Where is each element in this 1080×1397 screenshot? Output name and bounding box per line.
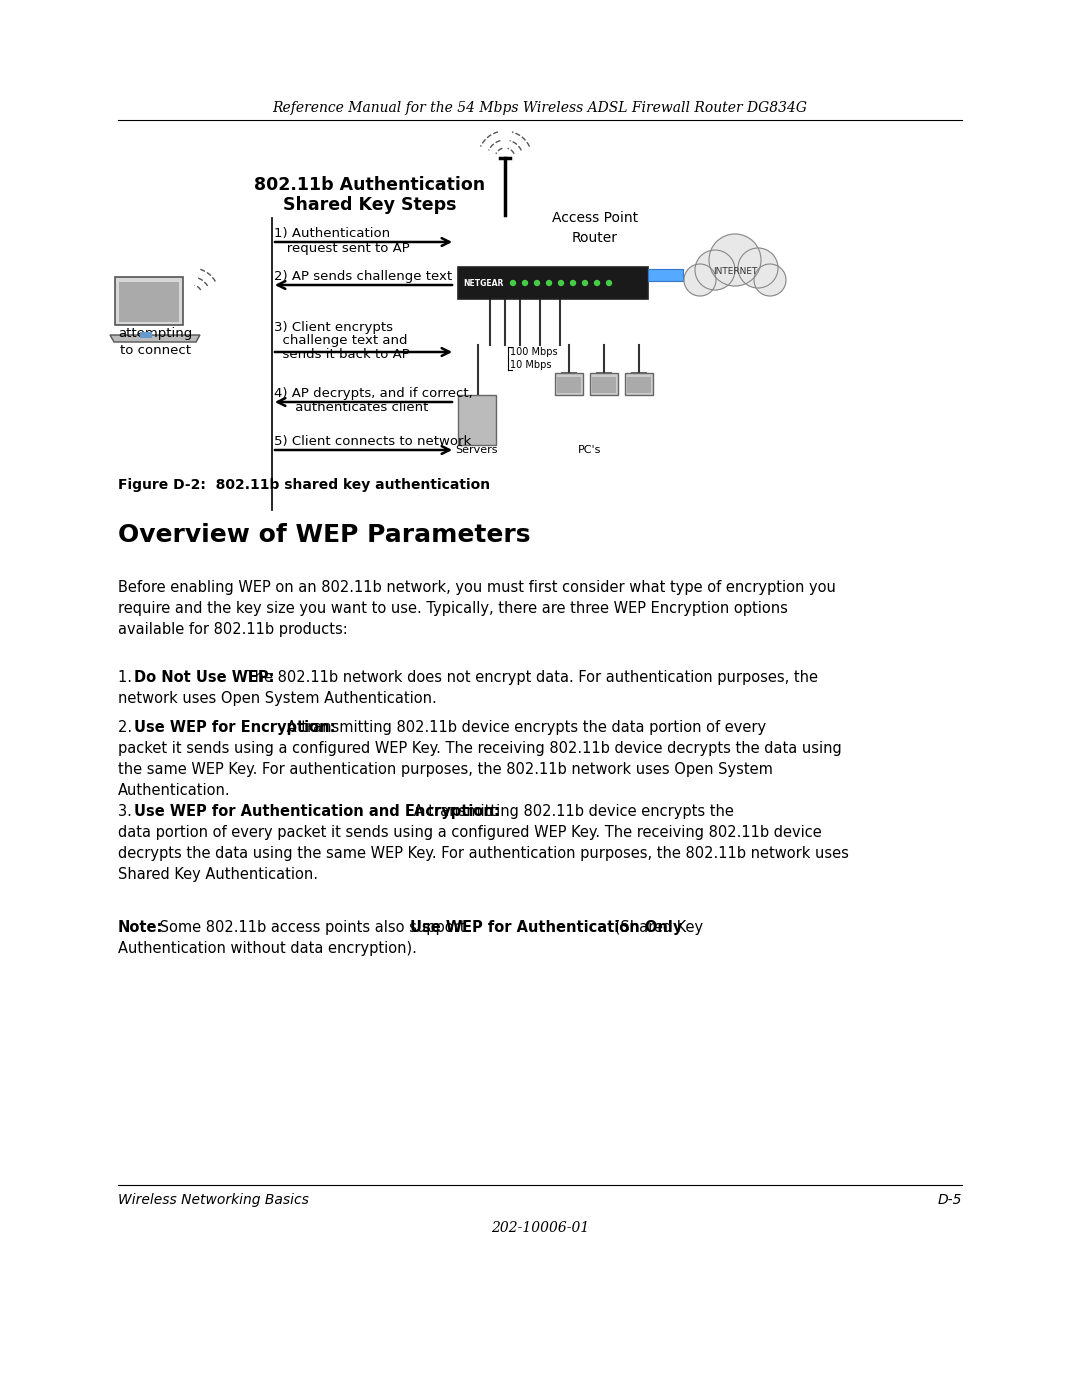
Text: network uses Open System Authentication.: network uses Open System Authentication. — [118, 692, 436, 705]
Text: the same WEP Key. For authentication purposes, the 802.11b network uses Open Sys: the same WEP Key. For authentication pur… — [118, 761, 773, 777]
Text: Client
attempting
to connect: Client attempting to connect — [118, 310, 192, 358]
Polygon shape — [110, 335, 200, 342]
Circle shape — [684, 264, 716, 296]
Text: D-5: D-5 — [937, 1193, 962, 1207]
Circle shape — [607, 281, 611, 285]
Text: Reference Manual for the 54 Mbps Wireless ADSL Firewall Router DG834G: Reference Manual for the 54 Mbps Wireles… — [272, 101, 808, 115]
Text: PC's: PC's — [578, 446, 602, 455]
Text: decrypts the data using the same WEP Key. For authentication purposes, the 802.1: decrypts the data using the same WEP Key… — [118, 847, 849, 861]
Text: Router: Router — [572, 231, 618, 244]
Text: data portion of every packet it sends using a configured WEP Key. The receiving : data portion of every packet it sends us… — [118, 826, 822, 840]
Bar — [458, 267, 648, 299]
Text: 802.11b Authentication: 802.11b Authentication — [255, 176, 486, 194]
Text: Before enabling WEP on an 802.11b network, you must first consider what type of : Before enabling WEP on an 802.11b networ… — [118, 580, 836, 595]
Text: Authentication.: Authentication. — [118, 782, 231, 798]
Text: Authentication without data encryption).: Authentication without data encryption). — [118, 942, 417, 956]
Bar — [627, 377, 651, 393]
Bar — [114, 277, 183, 326]
Text: request sent to AP: request sent to AP — [274, 242, 409, 256]
Text: Use WEP for Authentication Only: Use WEP for Authentication Only — [410, 921, 683, 935]
Text: 5) Client connects to network: 5) Client connects to network — [274, 434, 471, 448]
Text: 3.: 3. — [118, 805, 136, 819]
Text: Figure D-2:  802.11b shared key authentication: Figure D-2: 802.11b shared key authentic… — [118, 478, 490, 492]
Text: available for 802.11b products:: available for 802.11b products: — [118, 622, 348, 637]
Text: 3) Client encrypts: 3) Client encrypts — [274, 321, 393, 334]
Bar — [119, 282, 179, 321]
Text: Servers: Servers — [456, 446, 498, 455]
Circle shape — [546, 281, 552, 285]
Text: 2.: 2. — [118, 719, 137, 735]
Text: Shared Key Authentication.: Shared Key Authentication. — [118, 868, 318, 882]
Circle shape — [708, 235, 761, 286]
Text: challenge text and: challenge text and — [274, 334, 407, 346]
Text: Access Point: Access Point — [552, 211, 638, 225]
Circle shape — [594, 281, 599, 285]
Circle shape — [738, 249, 778, 288]
Text: NETGEAR: NETGEAR — [463, 278, 503, 288]
Text: 1.: 1. — [118, 671, 137, 685]
Bar — [590, 373, 618, 395]
Text: 202-10006-01: 202-10006-01 — [491, 1221, 589, 1235]
Text: 10 Mbps: 10 Mbps — [510, 360, 552, 370]
Circle shape — [511, 281, 515, 285]
Text: 4) AP decrypts, and if correct,: 4) AP decrypts, and if correct, — [274, 387, 473, 400]
Bar — [555, 373, 583, 395]
Text: (Shared Key: (Shared Key — [610, 921, 703, 935]
Text: 2) AP sends challenge text: 2) AP sends challenge text — [274, 270, 453, 284]
Text: Do Not Use WEP:: Do Not Use WEP: — [134, 671, 274, 685]
Text: 1) Authentication: 1) Authentication — [274, 226, 390, 240]
Text: Some 802.11b access points also support: Some 802.11b access points also support — [156, 921, 470, 935]
Bar — [557, 377, 581, 393]
Circle shape — [570, 281, 576, 285]
Circle shape — [558, 281, 564, 285]
Bar — [592, 377, 616, 393]
Text: The 802.11b network does not encrypt data. For authentication purposes, the: The 802.11b network does not encrypt dat… — [241, 671, 818, 685]
Circle shape — [523, 281, 527, 285]
Bar — [458, 395, 496, 446]
Circle shape — [535, 281, 540, 285]
Text: Shared Key Steps: Shared Key Steps — [283, 196, 457, 214]
Text: A transmitting 802.11b device encrypts the data portion of every: A transmitting 802.11b device encrypts t… — [282, 719, 766, 735]
Text: INTERNET: INTERNET — [713, 267, 757, 277]
Circle shape — [582, 281, 588, 285]
Text: packet it sends using a configured WEP Key. The receiving 802.11b device decrypt: packet it sends using a configured WEP K… — [118, 740, 841, 756]
Circle shape — [696, 250, 735, 291]
Text: require and the key size you want to use. Typically, there are three WEP Encrypt: require and the key size you want to use… — [118, 601, 788, 616]
Text: Use WEP for Encryption:: Use WEP for Encryption: — [134, 719, 336, 735]
Text: Use WEP for Authentication and Encryption:: Use WEP for Authentication and Encryptio… — [134, 805, 500, 819]
Circle shape — [754, 264, 786, 296]
Text: Overview of WEP Parameters: Overview of WEP Parameters — [118, 522, 530, 548]
Text: A transmitting 802.11b device encrypts the: A transmitting 802.11b device encrypts t… — [409, 805, 734, 819]
Bar — [648, 270, 683, 281]
Bar — [625, 373, 653, 395]
Text: 100 Mbps: 100 Mbps — [510, 346, 557, 358]
Text: sends it back to AP: sends it back to AP — [274, 348, 409, 360]
Bar — [140, 332, 152, 338]
Text: Note:: Note: — [118, 921, 163, 935]
Text: authenticates client: authenticates client — [274, 401, 429, 414]
Text: Wireless Networking Basics: Wireless Networking Basics — [118, 1193, 309, 1207]
